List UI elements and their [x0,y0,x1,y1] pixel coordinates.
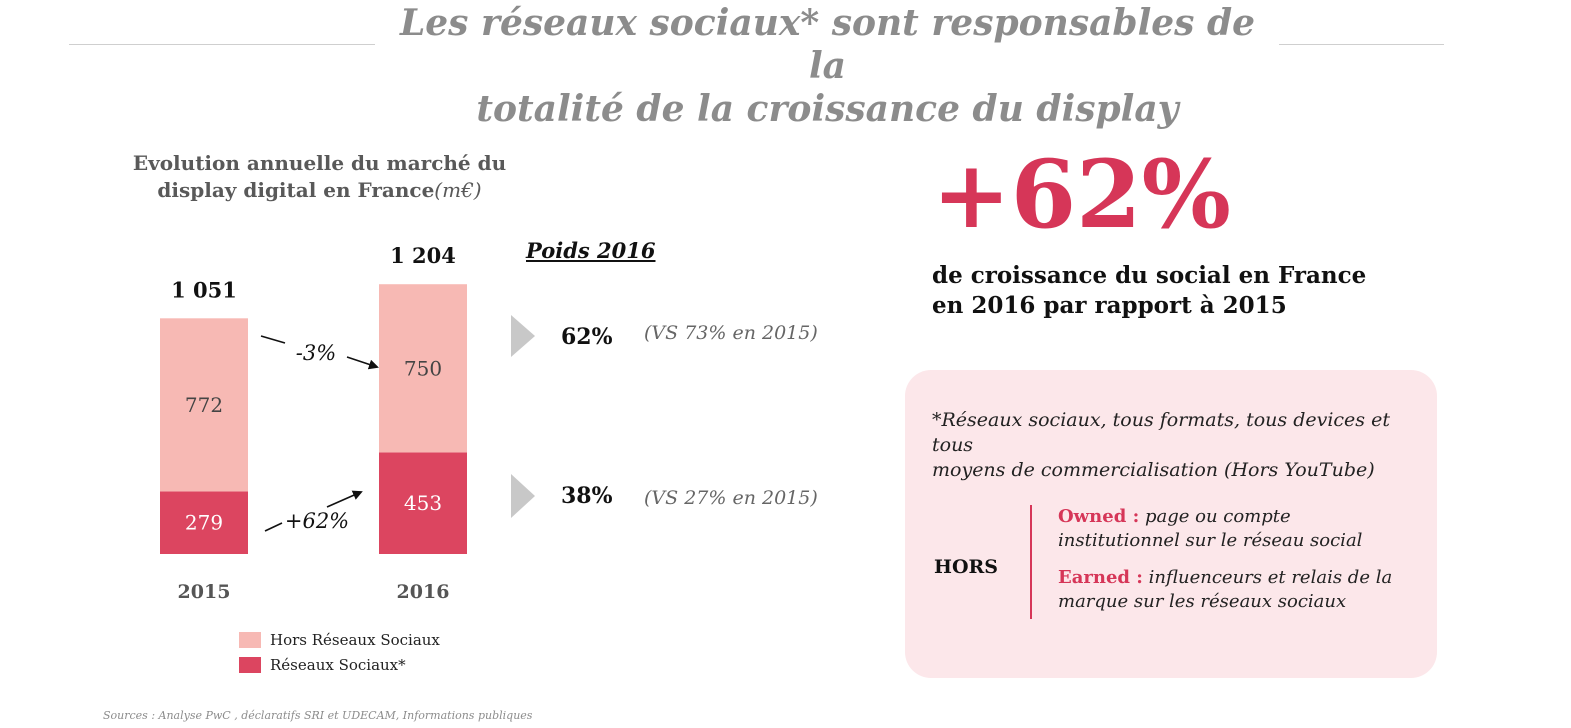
bar-hors-2015 [160,318,248,492]
source-note: Sources : Analyse PwC , déclaratifs SRI … [103,709,533,722]
page-title: Les réseaux sociaux* sont responsables d… [380,2,1275,131]
annotation-hors-change: -3% [296,341,336,365]
legend-swatch-social [239,657,261,673]
arrow-hors [346,356,379,370]
chart-title: Evolution annuelle du marché du display … [112,150,527,204]
bar-label-hors-2016: 750 [404,356,442,380]
bar-social-2015 [160,491,248,554]
page-title-line1: Les réseaux sociaux* sont responsables d… [399,2,1256,87]
earned-text-line2: marque sur les réseaux sociaux [1058,591,1347,612]
bar-hors-2016 [379,284,467,453]
hors-label: HORS [934,556,999,578]
definition-text-line2: moyens de commercialisation (Hors YouTub… [932,459,1375,481]
owned-definition: Owned : page ou compte institutionnel su… [1058,505,1428,553]
title-rule-right [1279,44,1444,45]
arrow-social [326,490,363,508]
poids-social-arrow-icon [511,474,535,518]
bar-label-social-2016: 453 [404,491,442,515]
poids-social-comparison: (VS 27% en 2015) [644,487,818,509]
legend-label-hors: Hors Réseaux Sociaux [270,631,440,649]
total-label-2015: 1 051 [171,277,237,302]
definition-text: *Réseaux sociaux, tous formats, tous dev… [932,408,1427,483]
bar-label-social-2015: 279 [185,511,223,535]
poids-hors-arrow-icon [511,315,535,357]
chart-title-unit: (m€) [434,178,482,202]
owned-key: Owned : [1058,506,1140,527]
arrow-hors-tail [260,335,286,344]
poids-hors-comparison: (VS 73% en 2015) [644,322,818,344]
growth-description-line2: en 2016 par rapport à 2015 [932,292,1287,319]
chart-title-line2: display digital en France [157,178,435,202]
arrow-social-tail [264,522,283,532]
bar-social-2016 [379,452,467,554]
owned-text-line2: institutionnel sur le réseau social [1058,530,1363,551]
owned-text-line1: page ou compte [1144,506,1291,527]
legend-item-social: Réseaux Sociaux* [239,655,406,675]
poids-social-value: 38% [561,483,613,509]
growth-stat: +62% [932,140,1231,250]
poids-hors-value: 62% [561,324,613,350]
earned-key: Earned : [1058,567,1143,588]
earned-text-line1: influenceurs et relais de la [1148,567,1393,588]
hors-divider [1030,505,1032,619]
page-title-line2: totalité de la croissance du display [476,88,1179,130]
total-label-2016: 1 204 [390,243,456,268]
category-label-2016: 2016 [397,581,450,603]
growth-description: de croissance du social en France en 201… [932,261,1366,321]
definition-box: *Réseaux sociaux, tous formats, tous dev… [905,370,1437,678]
annotation-social-change: +62% [285,509,349,533]
definition-text-line1: *Réseaux sociaux, tous formats, tous dev… [932,409,1390,456]
legend-label-social: Réseaux Sociaux* [270,656,406,674]
bar-label-hors-2015: 772 [185,393,223,417]
chart-title-line1: Evolution annuelle du marché du [132,151,507,175]
legend-swatch-hors [239,632,261,648]
title-rule-left [69,44,375,45]
earned-definition: Earned : influenceurs et relais de la ma… [1058,566,1428,614]
legend-item-hors: Hors Réseaux Sociaux [239,630,440,650]
category-label-2015: 2015 [178,581,231,603]
growth-description-line1: de croissance du social en France [932,262,1367,289]
poids-2016-label: Poids 2016 [526,238,656,263]
